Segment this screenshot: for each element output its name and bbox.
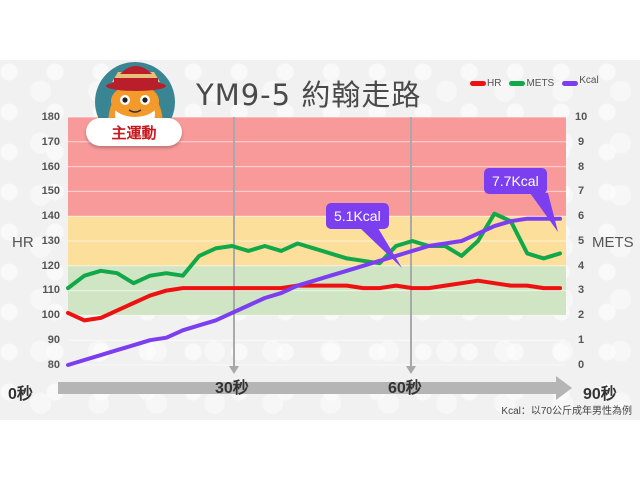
page-title: YM9-5 約翰走路 (196, 78, 422, 112)
time-label-60: 60秒 (388, 380, 422, 397)
left-tick: 90 (47, 334, 60, 346)
left-tick: 140 (41, 210, 60, 222)
legend-item-hr: HR (470, 78, 501, 89)
legend-label-mets: METS (526, 78, 555, 89)
kcal-footnote: Kcal：以70公斤成年男性為例 (501, 406, 632, 417)
kcal-callout-90s: 7.7Kcal (484, 168, 547, 194)
marker-arrow-30 (229, 366, 239, 374)
right-tick: 10 (575, 111, 588, 123)
left-tick: 180 (41, 111, 60, 123)
right-tick: 4 (578, 260, 585, 272)
chart-legend: HR METS Kcal (470, 75, 603, 89)
kcal-callout-60s: 5.1Kcal (326, 203, 389, 229)
legend-swatch-mets (509, 81, 526, 86)
right-tick: 6 (578, 210, 585, 222)
time-label-30: 30秒 (215, 380, 249, 397)
series-kcal-line (66, 216, 562, 367)
left-tick: 170 (41, 136, 60, 148)
time-label-0: 0秒 (8, 386, 33, 403)
right-tick: 5 (578, 235, 585, 247)
right-tick: 3 (578, 284, 585, 296)
right-tick: 1 (578, 334, 585, 346)
left-tick: 80 (47, 359, 60, 371)
timeline-arrow-head (556, 376, 572, 400)
left-axis-title: HR (12, 234, 34, 251)
legend-item-kcal: Kcal (562, 75, 599, 89)
left-tick: 100 (41, 309, 60, 321)
main-exercise-badge: 主運動 (86, 118, 182, 146)
right-axis-title: METS (592, 234, 634, 251)
kcal-callout-60s-tail (360, 228, 402, 268)
legend-swatch-hr (470, 81, 486, 86)
right-tick: 7 (578, 185, 585, 197)
left-tick: 120 (41, 260, 60, 272)
legend-label-hr: HR (487, 78, 502, 89)
right-tick: 9 (578, 136, 585, 148)
left-tick: 160 (41, 161, 60, 173)
left-tick: 130 (41, 235, 60, 247)
timeline-bar (58, 382, 558, 394)
kcal-callout-90s-tail (530, 193, 558, 232)
left-tick: 110 (42, 284, 60, 296)
legend-swatch-kcal (562, 81, 579, 86)
time-label-90: 90秒 (583, 386, 617, 403)
right-tick: 0 (578, 359, 585, 371)
legend-item-mets: METS (509, 78, 554, 89)
left-tick: 150 (41, 185, 60, 197)
right-tick: 2 (578, 309, 585, 321)
right-tick: 8 (578, 161, 585, 173)
marker-arrow-60 (406, 366, 416, 374)
series-hr-line (66, 278, 562, 323)
series-mets-line (66, 211, 562, 291)
legend-label-kcal: Kcal (579, 75, 599, 86)
